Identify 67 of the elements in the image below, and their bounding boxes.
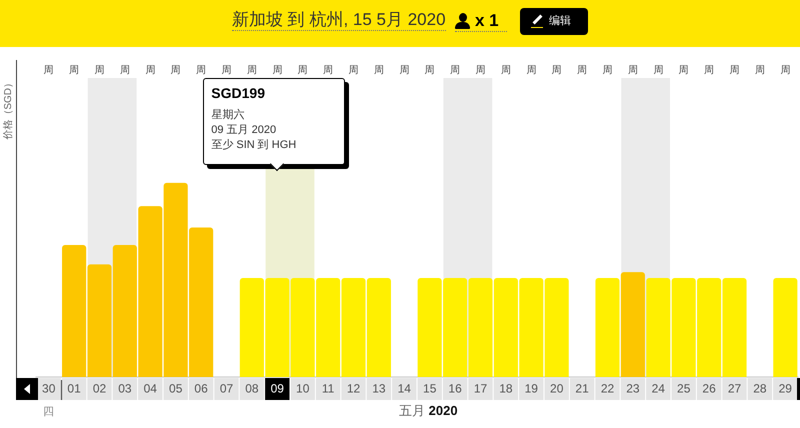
text: SGD199 星期六 09 五月 2020 至少 SIN 到 HGH xyxy=(211,84,296,153)
text: 周 xyxy=(246,64,257,76)
text: 周 xyxy=(120,64,130,76)
text: 周 xyxy=(196,64,206,76)
x-tick-label: 09 xyxy=(270,382,284,396)
text: 周 xyxy=(780,64,790,76)
text: x 1 xyxy=(475,10,499,30)
text: 周 xyxy=(653,64,664,76)
x-tick-label: 26 xyxy=(702,382,716,396)
text: 周 xyxy=(348,64,358,76)
text: 周 xyxy=(704,64,714,76)
text: 周 xyxy=(602,64,612,76)
text: 周 xyxy=(526,64,536,76)
x-tick-label: 27 xyxy=(728,382,742,396)
text: 周 xyxy=(374,64,384,76)
x-tick-label: 07 xyxy=(220,382,234,396)
x-tick-label: 16 xyxy=(448,382,462,396)
x-tick-label: 11 xyxy=(322,382,335,396)
text: 周 xyxy=(628,64,638,76)
y-axis-title: 价格（SGD） xyxy=(2,78,14,141)
text: 周 xyxy=(44,64,54,76)
x-tick-label: 13 xyxy=(372,382,386,396)
text: 周 xyxy=(94,64,104,76)
text: 周 xyxy=(552,64,562,76)
x-tick-label: 01 xyxy=(67,382,82,396)
text: 周 xyxy=(145,64,156,76)
text: 周 xyxy=(222,64,232,76)
chart-title: 新加坡 到 杭州, 15 5月 2020 xyxy=(232,10,446,31)
x-tick-label: 02 xyxy=(92,382,106,396)
text: 周 xyxy=(272,64,282,76)
text: 周 xyxy=(476,64,486,76)
text: 周 xyxy=(323,64,334,76)
x-tick-label: 25 xyxy=(677,382,691,396)
x-tick-label: 22 xyxy=(600,382,614,396)
x-tick-label: 24 xyxy=(652,382,666,396)
x-tick-label: 18 xyxy=(499,382,513,396)
text: 周 xyxy=(450,64,460,76)
x-tick-label: 15 xyxy=(423,382,437,396)
x-tick-label: 06 xyxy=(194,382,208,396)
x-tick-label: 30 xyxy=(42,382,56,396)
x-tick-label: 23 xyxy=(626,382,640,396)
x-tick-label: 28 xyxy=(753,382,767,396)
x-tick-label: 21 xyxy=(575,382,590,396)
text: 周 xyxy=(500,64,511,76)
x-tick-label: 10 xyxy=(296,382,310,396)
text: 四 xyxy=(43,406,54,418)
text: 周 xyxy=(730,64,740,76)
text: 周 xyxy=(754,64,765,76)
x-tick-label: 20 xyxy=(550,382,564,396)
x-tick-label: 08 xyxy=(245,382,259,396)
text: 周 xyxy=(424,64,435,76)
text: 周 xyxy=(69,64,80,76)
x-tick-label: 17 xyxy=(474,382,488,396)
text: 周 xyxy=(399,64,410,76)
text: 编辑 xyxy=(549,14,571,29)
text: 周 xyxy=(577,64,588,76)
text: 周 xyxy=(678,64,689,76)
x-tick-label: 04 xyxy=(144,382,158,396)
x-tick-label: 29 xyxy=(778,382,792,396)
x-tick-label: 05 xyxy=(169,382,183,396)
x-axis-title: 五月 2020 xyxy=(399,403,458,418)
text: 周 xyxy=(170,64,181,76)
text: 周 xyxy=(298,64,308,76)
x-tick-label: 14 xyxy=(398,382,412,396)
x-tick-label: 19 xyxy=(524,382,538,396)
x-tick-label: 12 xyxy=(346,382,360,396)
x-tick-label: 03 xyxy=(118,382,132,396)
